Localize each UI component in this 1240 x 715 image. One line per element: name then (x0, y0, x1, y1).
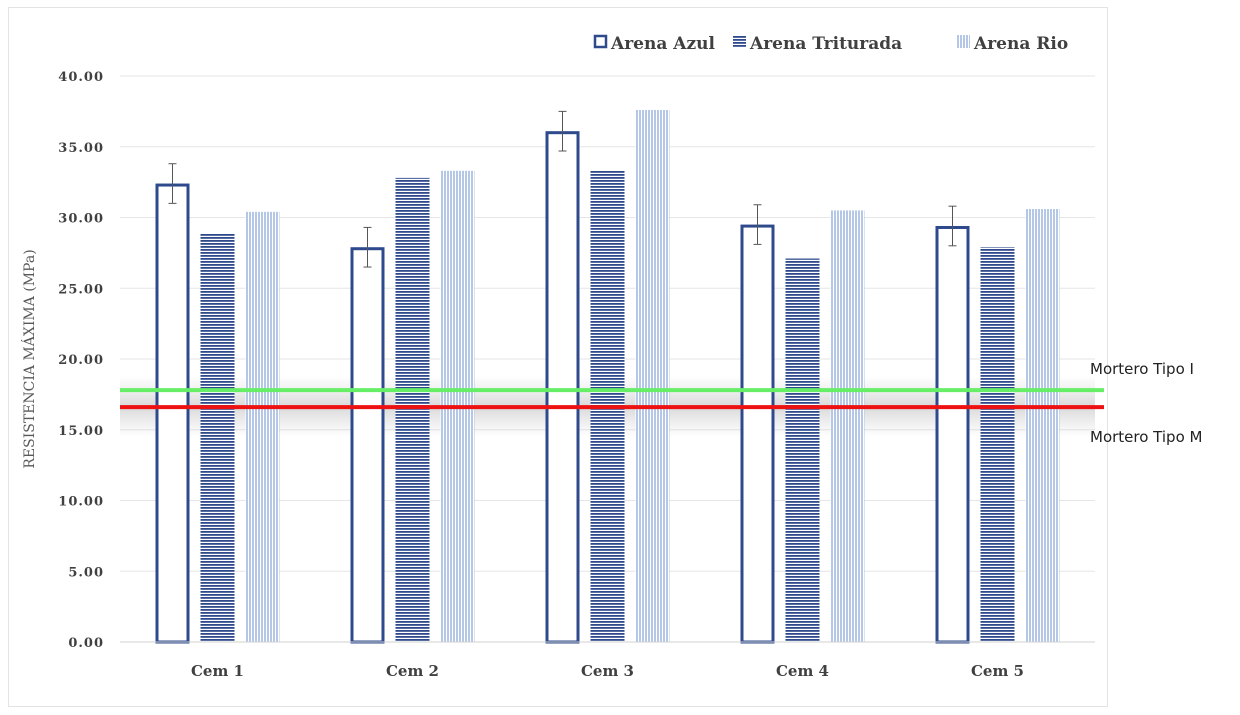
legend-swatch-arena-triturada (733, 35, 746, 48)
legend-swatch-arena-rio (957, 35, 970, 48)
bar-arena-azul (545, 131, 580, 644)
y-tick-label: 5.00 (68, 565, 104, 580)
error-bar (363, 226, 372, 268)
axes: 0.00 5.00 10.00 15.00 20.00 25.00 30.00 35.00 40… (20, 70, 1095, 680)
bar-arena-triturada (980, 247, 1015, 642)
bar-arena-azul (155, 183, 190, 644)
reference-label: Mortero Tipo M (1090, 428, 1202, 446)
bar-arena-triturada (200, 233, 235, 642)
y-tick-label: 20.00 (58, 353, 104, 368)
error-bar (753, 204, 762, 245)
x-tick-label: Cem 3 (581, 662, 634, 680)
bar-arena-azul (350, 247, 385, 644)
bar-arena-rio (830, 210, 865, 643)
bar-arena-triturada (785, 258, 820, 642)
error-bar (558, 110, 567, 152)
bar-arena-azul (935, 225, 970, 644)
y-tick-label: 10.00 (58, 495, 104, 510)
error-bar (168, 163, 177, 204)
legend-label: Arena Triturada (749, 34, 902, 54)
bar-arena-rio (245, 211, 280, 642)
legend-swatch-arena-azul (593, 34, 608, 49)
x-tick-label: Cem 1 (191, 662, 244, 680)
reference-lines: Mortero Tipo I Mortero Tipo M (120, 360, 1202, 446)
bars (155, 109, 1060, 644)
y-tick-label: 0.00 (68, 636, 104, 651)
legend-label: Arena Rio (973, 34, 1068, 54)
x-tick-label: Cem 5 (971, 662, 1024, 680)
y-tick-label: 35.00 (58, 141, 104, 156)
bar-arena-triturada (395, 177, 430, 642)
y-tick-label: 25.00 (58, 282, 104, 297)
bar-arena-azul (740, 224, 775, 644)
legend-label: Arena Azul (610, 34, 715, 54)
y-tick-label: 40.00 (58, 70, 104, 85)
bar-arena-rio (635, 109, 670, 642)
y-tick-label: 15.00 (58, 424, 104, 439)
reference-label: Mortero Tipo I (1090, 360, 1194, 378)
y-axis-label: RESISTENCIA MÁXIMA (MPa) (20, 249, 38, 468)
bar-arena-rio (1025, 209, 1060, 642)
y-tick-label: 30.00 (58, 212, 104, 227)
error-bar (948, 205, 957, 247)
x-tick-label: Cem 2 (386, 662, 439, 680)
x-tick-label: Cem 4 (776, 662, 829, 680)
legend: Arena Azul Arena Triturada Arena Rio (593, 34, 1068, 54)
